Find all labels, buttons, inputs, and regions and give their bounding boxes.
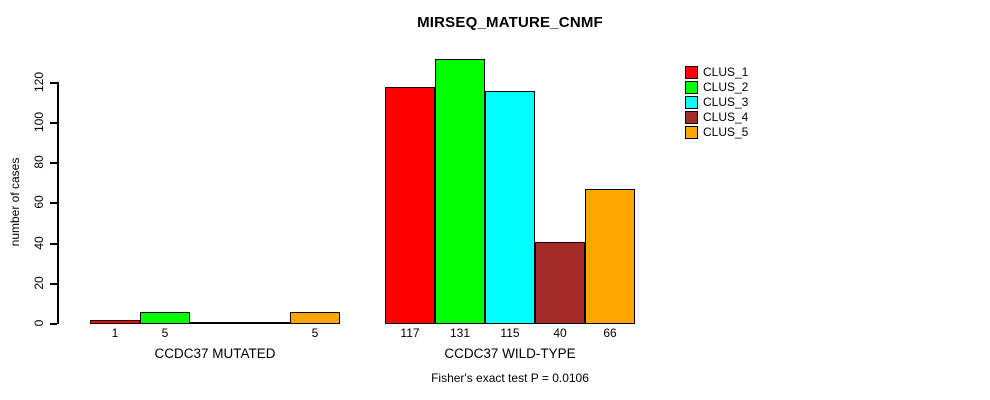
- y-axis-tick-label: 60: [32, 195, 46, 209]
- y-axis-line: [57, 82, 59, 324]
- chart-title: MIRSEQ_MATURE_CNMF: [417, 14, 603, 31]
- y-axis-tick-label: 20: [32, 276, 46, 290]
- bar-value-label: 40: [553, 326, 567, 340]
- bar: [585, 189, 635, 324]
- bar: [190, 322, 240, 324]
- y-axis-tick-label: 0: [32, 319, 46, 327]
- bar: [485, 91, 535, 324]
- bar-value-label: 115: [500, 326, 520, 340]
- bar-value-label: 66: [603, 326, 617, 340]
- y-axis-tick-label: 40: [32, 236, 46, 250]
- y-axis-tick: [50, 162, 57, 164]
- bar: [140, 312, 190, 324]
- legend-swatch: [685, 126, 698, 139]
- bar: [240, 322, 290, 324]
- y-axis-label: number of cases: [8, 157, 22, 247]
- bar-value-label: 117: [400, 326, 420, 340]
- bar: [435, 59, 485, 324]
- y-axis-tick-label: 100: [32, 111, 46, 133]
- stat-test-caption: Fisher's exact test P = 0.0106: [431, 371, 589, 385]
- y-axis-tick: [50, 283, 57, 285]
- y-axis-tick: [50, 323, 57, 325]
- y-axis-tick: [50, 82, 57, 84]
- legend-item-label: CLUS_3: [703, 95, 749, 109]
- y-axis-tick-label: 80: [32, 155, 46, 169]
- bar: [385, 87, 435, 324]
- bar-value-label: 1: [111, 326, 119, 340]
- group-label: CCDC37 WILD-TYPE: [444, 346, 576, 361]
- legend-item-label: CLUS_4: [703, 110, 749, 124]
- bar: [290, 312, 340, 324]
- legend-swatch: [685, 96, 698, 109]
- y-axis-tick-label: 120: [32, 71, 46, 93]
- legend-item-label: CLUS_5: [703, 125, 749, 139]
- legend-item-label: CLUS_2: [703, 80, 749, 94]
- y-axis-tick: [50, 243, 57, 245]
- bar: [90, 320, 140, 324]
- legend-swatch: [685, 81, 698, 94]
- y-axis-tick: [50, 122, 57, 124]
- legend-swatch: [685, 66, 698, 79]
- legend-swatch: [685, 111, 698, 124]
- bar: [535, 242, 585, 324]
- y-axis-tick: [50, 202, 57, 204]
- bar-value-label: 131: [449, 326, 471, 340]
- bar-value-label: 5: [161, 326, 169, 340]
- bar-value-label: 5: [311, 326, 319, 340]
- legend-item-label: CLUS_1: [703, 65, 749, 79]
- group-label: CCDC37 MUTATED: [154, 346, 276, 361]
